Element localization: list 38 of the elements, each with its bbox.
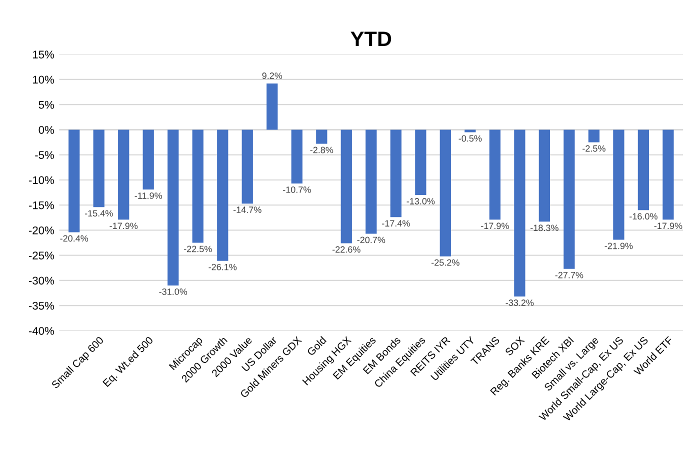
data-label: -11.9% <box>134 192 162 199</box>
y-tick-label: 5% <box>38 100 54 109</box>
y-tick-label: -15% <box>28 201 54 210</box>
data-label: -15.4% <box>84 210 113 217</box>
data-label: 9.2% <box>262 72 282 79</box>
y-tick-label: 0% <box>38 126 54 134</box>
data-label: -31.0% <box>159 288 188 295</box>
y-tick-label: -10% <box>28 176 54 184</box>
data-label: -20.4% <box>60 235 88 242</box>
data-label: -17.9% <box>110 222 138 230</box>
data-label: -22.5% <box>184 246 212 252</box>
y-tick-label: -35% <box>28 302 54 310</box>
data-label: -17.9% <box>481 222 509 230</box>
data-label: -18.3% <box>530 224 558 232</box>
y-tick-label: -5% <box>35 151 54 159</box>
y-tick-label: 15% <box>32 50 54 58</box>
data-label: -13.0% <box>406 198 435 204</box>
data-label: -17.4% <box>382 220 410 227</box>
data-label: -26.1% <box>208 264 237 270</box>
data-label: -20.7% <box>357 236 386 244</box>
data-label: -2.5% <box>582 145 606 152</box>
y-tick-label: -20% <box>28 226 54 234</box>
data-label: -33.2% <box>506 300 534 306</box>
y-tick-label: -25% <box>28 252 54 260</box>
y-tick-label: -40% <box>28 326 54 335</box>
data-label: -21.9% <box>604 242 633 250</box>
chart-title: YTD <box>350 32 392 46</box>
data-label: -22.6% <box>332 246 360 253</box>
data-label: -2.8% <box>310 146 334 154</box>
data-label: -16.0% <box>630 213 658 220</box>
y-tick-label: 10% <box>32 76 54 84</box>
data-label: -17.9% <box>654 222 682 230</box>
data-label: -10.7% <box>282 186 311 193</box>
data-label: -14.7% <box>233 206 262 213</box>
y-tick-label: -30% <box>28 276 54 285</box>
data-label: -27.7% <box>555 272 584 278</box>
data-label: -0.5% <box>458 135 482 142</box>
data-label: -25.2% <box>432 259 460 266</box>
